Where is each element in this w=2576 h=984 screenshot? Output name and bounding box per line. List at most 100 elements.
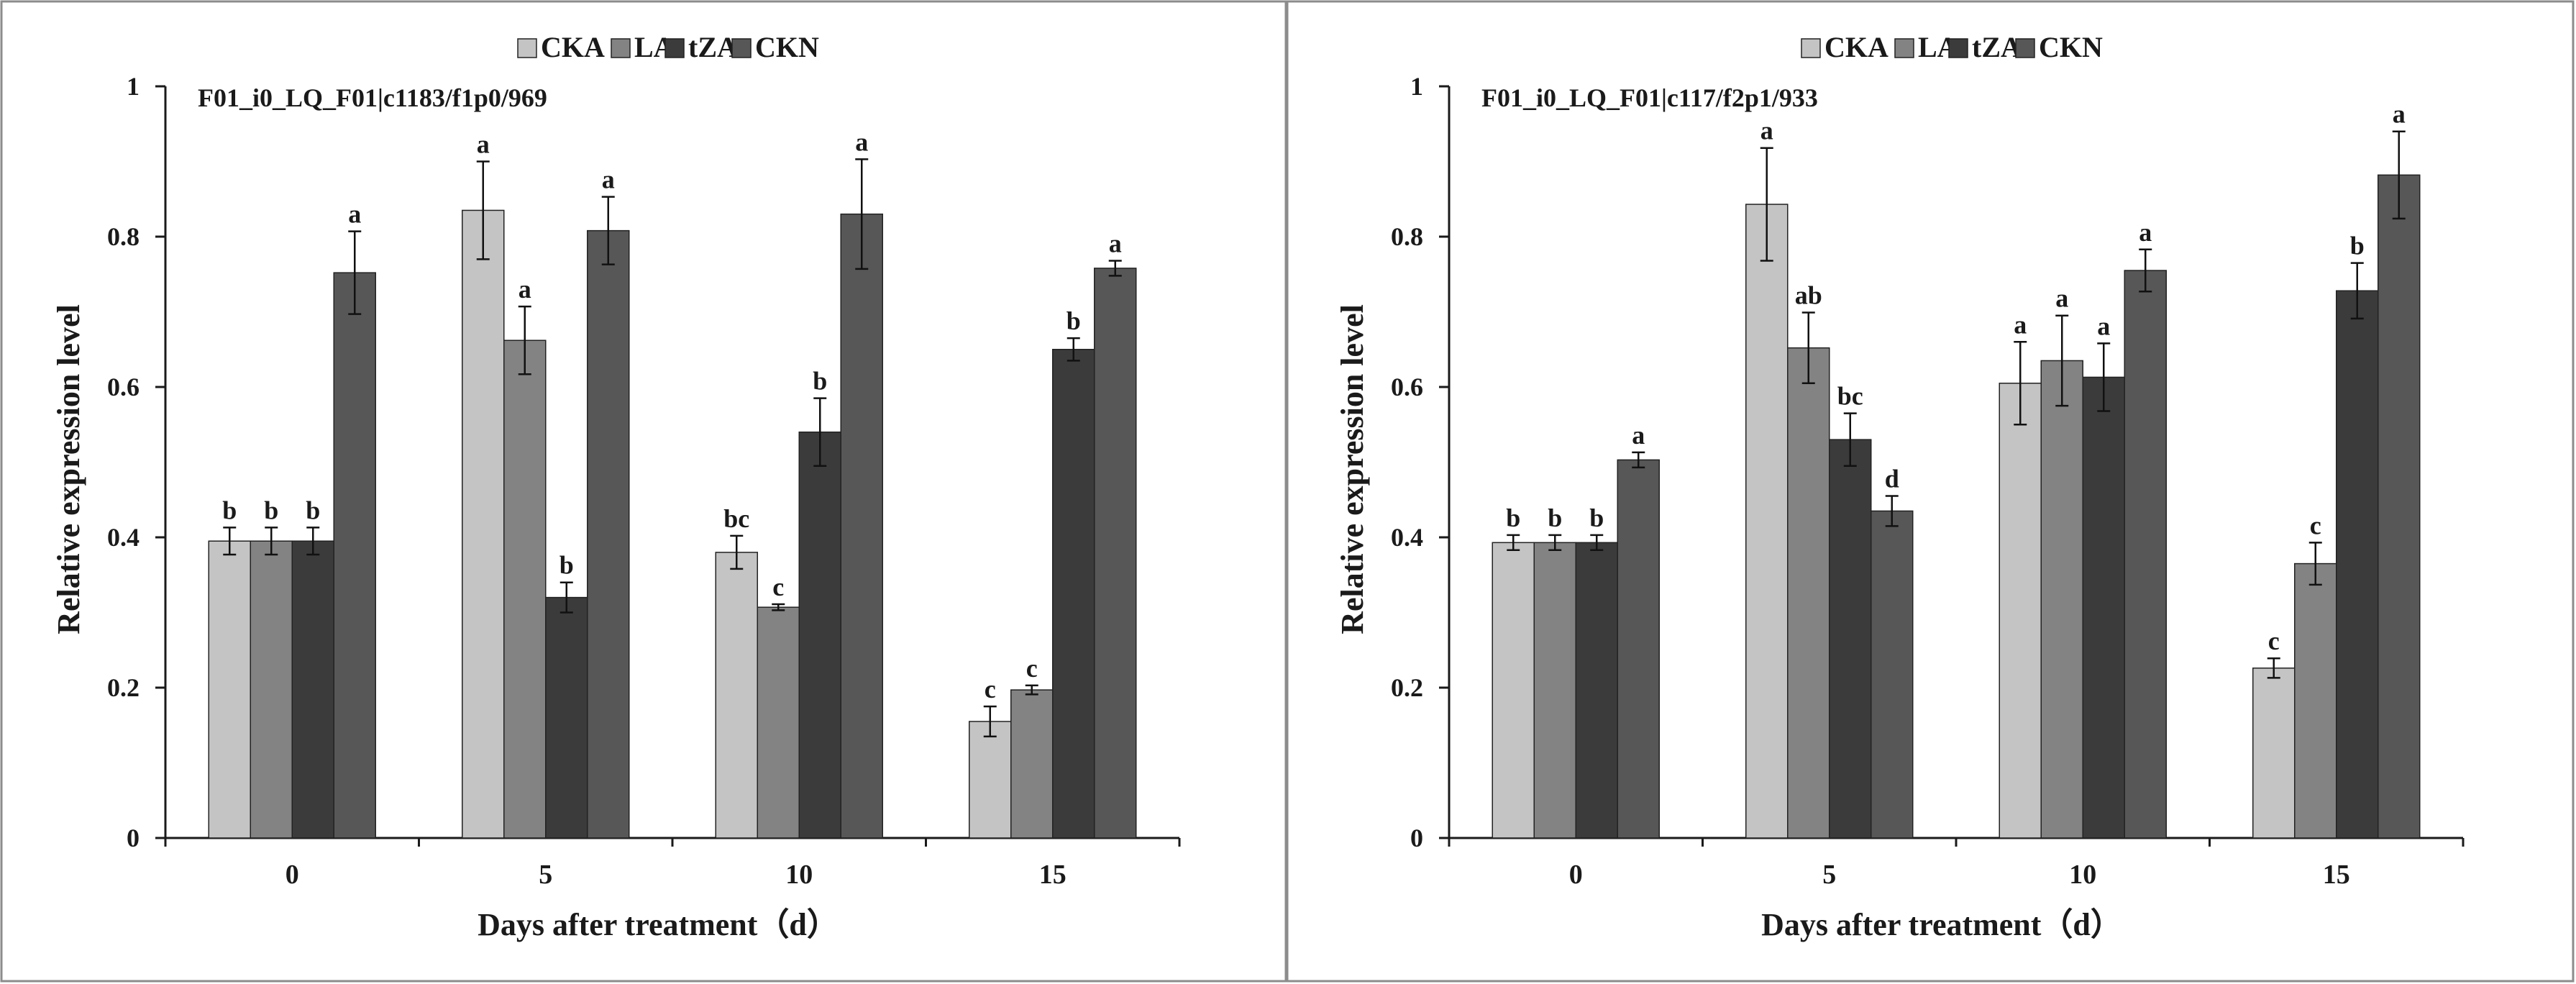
y-tick-label: 0.4 xyxy=(107,523,140,552)
significance-label: a xyxy=(477,130,490,159)
bar-cka-day-10 xyxy=(715,552,758,839)
panel-frame xyxy=(0,0,1287,983)
bar-ckn-day-15 xyxy=(1094,268,1137,839)
bar-tza-day-5 xyxy=(545,596,588,839)
bar-cka-day-0 xyxy=(1492,542,1535,839)
legend-label-cka: CKA xyxy=(541,31,605,63)
significance-label: b xyxy=(1548,504,1562,532)
significance-label: b xyxy=(1506,504,1520,532)
bar-la-day-0 xyxy=(250,540,293,839)
legend-swatch-la xyxy=(1894,38,1914,58)
x-axis: 0 5 10 15 xyxy=(1448,837,2465,890)
y-tick-label: 0.8 xyxy=(107,222,140,251)
y-axis: 0 0.2 0.4 0.6 0.8 1 xyxy=(107,72,167,852)
legend-label-ckn: CKN xyxy=(755,31,819,63)
x-tick-label: 10 xyxy=(2069,860,2096,890)
significance-label: c xyxy=(985,675,996,703)
bar-tza-day-10 xyxy=(2082,376,2125,839)
significance-label: b xyxy=(1589,504,1604,532)
bar-cka-day-5 xyxy=(1745,204,1789,839)
significance-label: b xyxy=(1067,306,1081,335)
bar-ckn-day-15 xyxy=(2378,174,2421,839)
significance-label: a xyxy=(519,275,531,304)
significance-label: a xyxy=(2139,218,2152,247)
y-tick-label: 0 xyxy=(127,824,140,852)
significance-label: a xyxy=(855,127,868,156)
y-tick-label: 0.4 xyxy=(1391,523,1423,552)
bar-la-day-15 xyxy=(1010,689,1054,839)
bar-ckn-day-5 xyxy=(587,229,630,839)
bar-la-day-5 xyxy=(503,340,547,839)
x-axis: 0 5 10 15 xyxy=(164,837,1181,890)
bar-tza-day-0 xyxy=(291,540,334,839)
y-axis-title: Relative expression level xyxy=(51,304,86,634)
y-tick-label: 0.2 xyxy=(1391,673,1423,702)
y-tick-label: 0.6 xyxy=(107,373,140,401)
bar-tza-day-15 xyxy=(2336,290,2379,839)
significance-label: ab xyxy=(1795,281,1822,310)
significance-label: b xyxy=(2350,232,2365,260)
y-axis-title: Relative expression level xyxy=(1335,304,1370,634)
legend: CKA LA tZA CKN xyxy=(517,31,819,63)
bar-la-day-10 xyxy=(2040,360,2083,839)
significance-label: a xyxy=(1109,229,1122,258)
legend-label-tza: tZA xyxy=(688,31,738,63)
bar-cka-day-10 xyxy=(1999,383,2042,839)
significance-label: a xyxy=(602,165,615,194)
significance-label: bc xyxy=(723,504,749,533)
x-tick-label: 15 xyxy=(2323,860,2350,890)
legend-swatch-tza xyxy=(664,38,685,58)
x-tick-label: 10 xyxy=(785,860,813,890)
y-tick-label: 0.6 xyxy=(1391,373,1423,401)
significance-label: a xyxy=(2097,311,2110,340)
bar-la-day-5 xyxy=(1787,347,1830,839)
y-axis: 0 0.2 0.4 0.6 0.8 1 xyxy=(1391,72,1451,852)
significance-label: b xyxy=(264,496,278,524)
x-tick-label: 5 xyxy=(1822,860,1836,890)
legend-swatch-ckn xyxy=(731,38,752,58)
bar-tza-day-10 xyxy=(798,431,841,839)
panel-title: F01_i0_LQ_F01|c117/f2p1/933 xyxy=(1481,83,1818,112)
significance-label: a xyxy=(1632,421,1645,450)
y-tick-label: 1 xyxy=(127,72,140,101)
x-tick-label: 0 xyxy=(286,860,299,890)
significance-label: d xyxy=(1885,465,1899,493)
significance-label: b xyxy=(222,496,237,524)
legend: CKA LA tZA CKN xyxy=(1801,31,2103,63)
chart-panel-2: CKA LA tZA CKNF01_i0_LQ_F01|c117/f2p1/93300… xyxy=(1286,0,2575,983)
legend-swatch-cka xyxy=(517,38,537,58)
bar-cka-day-15 xyxy=(969,721,1012,839)
significance-label: a xyxy=(2055,284,2068,313)
bar-cka-day-5 xyxy=(462,209,505,839)
y-tick-label: 0 xyxy=(1410,824,1423,852)
significance-label: b xyxy=(306,496,320,524)
bar-tza-day-5 xyxy=(1829,439,1872,839)
y-tick-label: 0.2 xyxy=(107,673,140,702)
x-tick-label: 5 xyxy=(539,860,552,890)
significance-label: b xyxy=(559,551,574,580)
panel-title: F01_i0_LQ_F01|c1183/f1p0/969 xyxy=(198,83,547,112)
bar-tza-day-0 xyxy=(1575,542,1618,839)
bar-cka-day-0 xyxy=(208,540,251,839)
legend-label-cka: CKA xyxy=(1824,31,1888,63)
bar-ckn-day-0 xyxy=(1617,459,1660,839)
bar-la-day-0 xyxy=(1533,542,1576,839)
legend-label-ckn: CKN xyxy=(2039,31,2103,63)
significance-label: a xyxy=(348,200,361,229)
x-tick-label: 0 xyxy=(1569,860,1583,890)
y-tick-label: 1 xyxy=(1410,72,1423,101)
bar-tza-day-15 xyxy=(1052,349,1095,839)
significance-label: c xyxy=(772,573,784,601)
bar-cka-day-15 xyxy=(2252,668,2296,839)
legend-swatch-la xyxy=(611,38,631,58)
y-tick-label: 0.8 xyxy=(1391,222,1423,251)
bar-ckn-day-0 xyxy=(333,272,376,839)
bar-la-day-10 xyxy=(757,606,800,839)
significance-label: c xyxy=(1026,654,1038,683)
bar-ckn-day-10 xyxy=(2124,270,2167,839)
significance-label: a xyxy=(2393,100,2406,129)
legend-swatch-ckn xyxy=(2015,38,2035,58)
